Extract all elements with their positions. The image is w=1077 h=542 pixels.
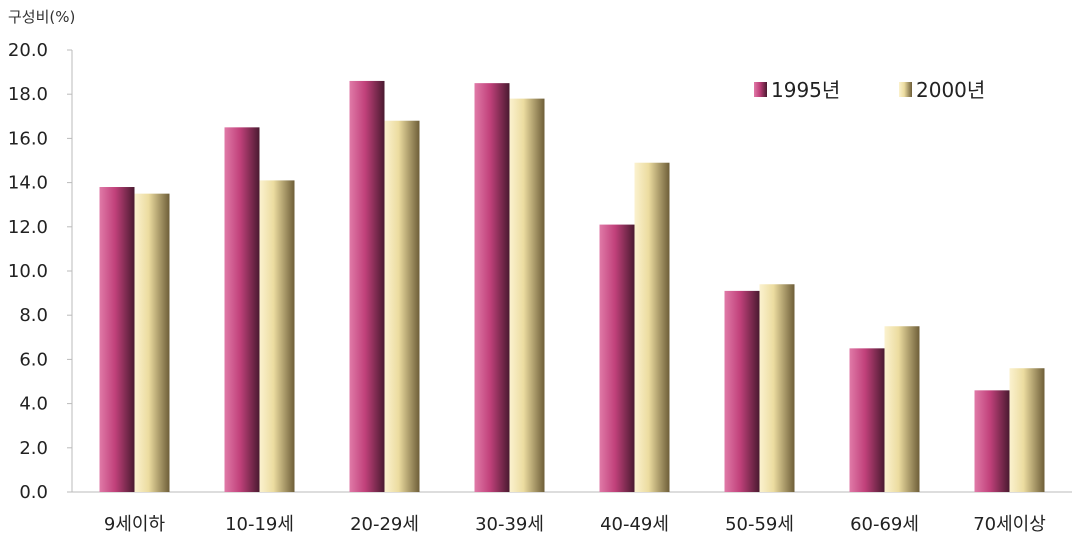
x-tick-label: 30-39세: [475, 514, 544, 535]
y-tick-label: 10.0: [8, 261, 48, 282]
x-tick-label: 20-29세: [350, 514, 419, 535]
bar-1995년-70세이상: [974, 390, 1010, 492]
bar-2000년-70세이상: [1009, 368, 1045, 492]
legend-swatch-2000년: [899, 82, 912, 97]
y-tick-label: 20.0: [8, 40, 48, 61]
bar-1995년-40-49세: [599, 224, 635, 492]
bar-2000년-30-39세: [509, 98, 545, 493]
bar-2000년-20-29세: [384, 120, 420, 492]
x-tick-label: 9세이하: [104, 514, 166, 535]
legend-label: 1995년: [771, 78, 840, 102]
y-tick-label: 8.0: [19, 305, 48, 326]
x-tick-label: 40-49세: [600, 514, 669, 535]
y-tick-label: 6.0: [19, 349, 48, 370]
bar-1995년-9세이하: [99, 187, 135, 492]
y-tick-label: 14.0: [8, 173, 48, 194]
y-axis-label: 구성비(%): [8, 8, 75, 26]
y-tick-label: 16.0: [8, 128, 48, 149]
y-tick-label: 18.0: [8, 84, 48, 105]
y-tick-label: 2.0: [19, 438, 48, 459]
bar-2000년-60-69세: [884, 326, 920, 492]
y-tick-label: 4.0: [19, 394, 48, 415]
x-tick-label: 10-19세: [225, 514, 294, 535]
bar-2000년-9세이하: [134, 193, 170, 492]
x-tick-label: 60-69세: [850, 514, 919, 535]
bar-2000년-50-59세: [759, 284, 795, 492]
legend-label: 2000년: [916, 78, 985, 102]
bar-1995년-20-29세: [349, 80, 385, 492]
bar-1995년-30-39세: [474, 83, 510, 493]
y-tick-label: 12.0: [8, 217, 48, 238]
x-tick-label: 70세이상: [973, 514, 1046, 535]
bar-2000년-40-49세: [634, 162, 670, 492]
bar-1995년-10-19세: [224, 127, 260, 492]
legend-swatch-1995년: [754, 82, 767, 97]
bar-1995년-60-69세: [849, 348, 885, 492]
x-tick-label: 50-59세: [725, 514, 794, 535]
bar-1995년-50-59세: [724, 290, 760, 492]
bar-2000년-10-19세: [259, 180, 295, 492]
y-tick-label: 0.0: [19, 482, 48, 503]
